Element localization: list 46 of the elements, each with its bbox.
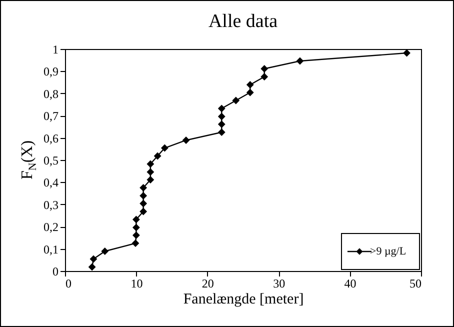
legend-label: >9 µg/L	[370, 246, 406, 258]
y-tick-label: 0,9	[44, 64, 58, 79]
y-tick-label: 0,7	[44, 109, 58, 124]
point	[146, 168, 154, 176]
point	[140, 208, 148, 216]
y-tick-label: 0,8	[44, 86, 58, 101]
point	[232, 96, 240, 104]
point	[182, 136, 190, 144]
x-tick-label: 30	[273, 276, 286, 290]
point	[88, 263, 96, 271]
point	[140, 192, 148, 200]
point	[246, 88, 254, 96]
x-tick-label: 20	[202, 276, 214, 290]
point	[218, 112, 226, 120]
point	[140, 184, 148, 192]
x-axis-title: Fanelængde [meter]	[183, 292, 304, 308]
point	[260, 65, 268, 72]
point	[260, 73, 268, 80]
y-tick-label: 0,4	[44, 176, 58, 190]
y-tick-label: 0,6	[44, 131, 58, 146]
chart-title: Alle data	[208, 11, 278, 32]
point	[218, 104, 226, 112]
y-tick-label: 0,2	[44, 220, 58, 234]
y-tick-label: 0,5	[44, 154, 58, 168]
point	[132, 216, 140, 224]
point	[160, 144, 168, 152]
x-tick-label: 10	[130, 276, 143, 290]
point	[296, 57, 304, 65]
point	[246, 81, 254, 88]
point	[146, 176, 154, 184]
x-tick-label: 0	[66, 276, 72, 290]
point	[132, 232, 140, 239]
y-tick-label: 1	[52, 42, 58, 56]
point	[154, 152, 162, 160]
point	[146, 160, 154, 168]
y-tick-label: 0,1	[44, 242, 58, 256]
point	[218, 128, 226, 136]
point	[218, 120, 226, 128]
point	[90, 255, 98, 263]
point	[132, 224, 140, 232]
x-tick-label: 50	[410, 276, 422, 290]
y-tick-label: 0	[52, 264, 58, 278]
point	[101, 248, 109, 255]
point	[140, 200, 148, 208]
x-tick-label: 40	[344, 276, 356, 290]
y-tick-label: 0,3	[44, 198, 58, 212]
